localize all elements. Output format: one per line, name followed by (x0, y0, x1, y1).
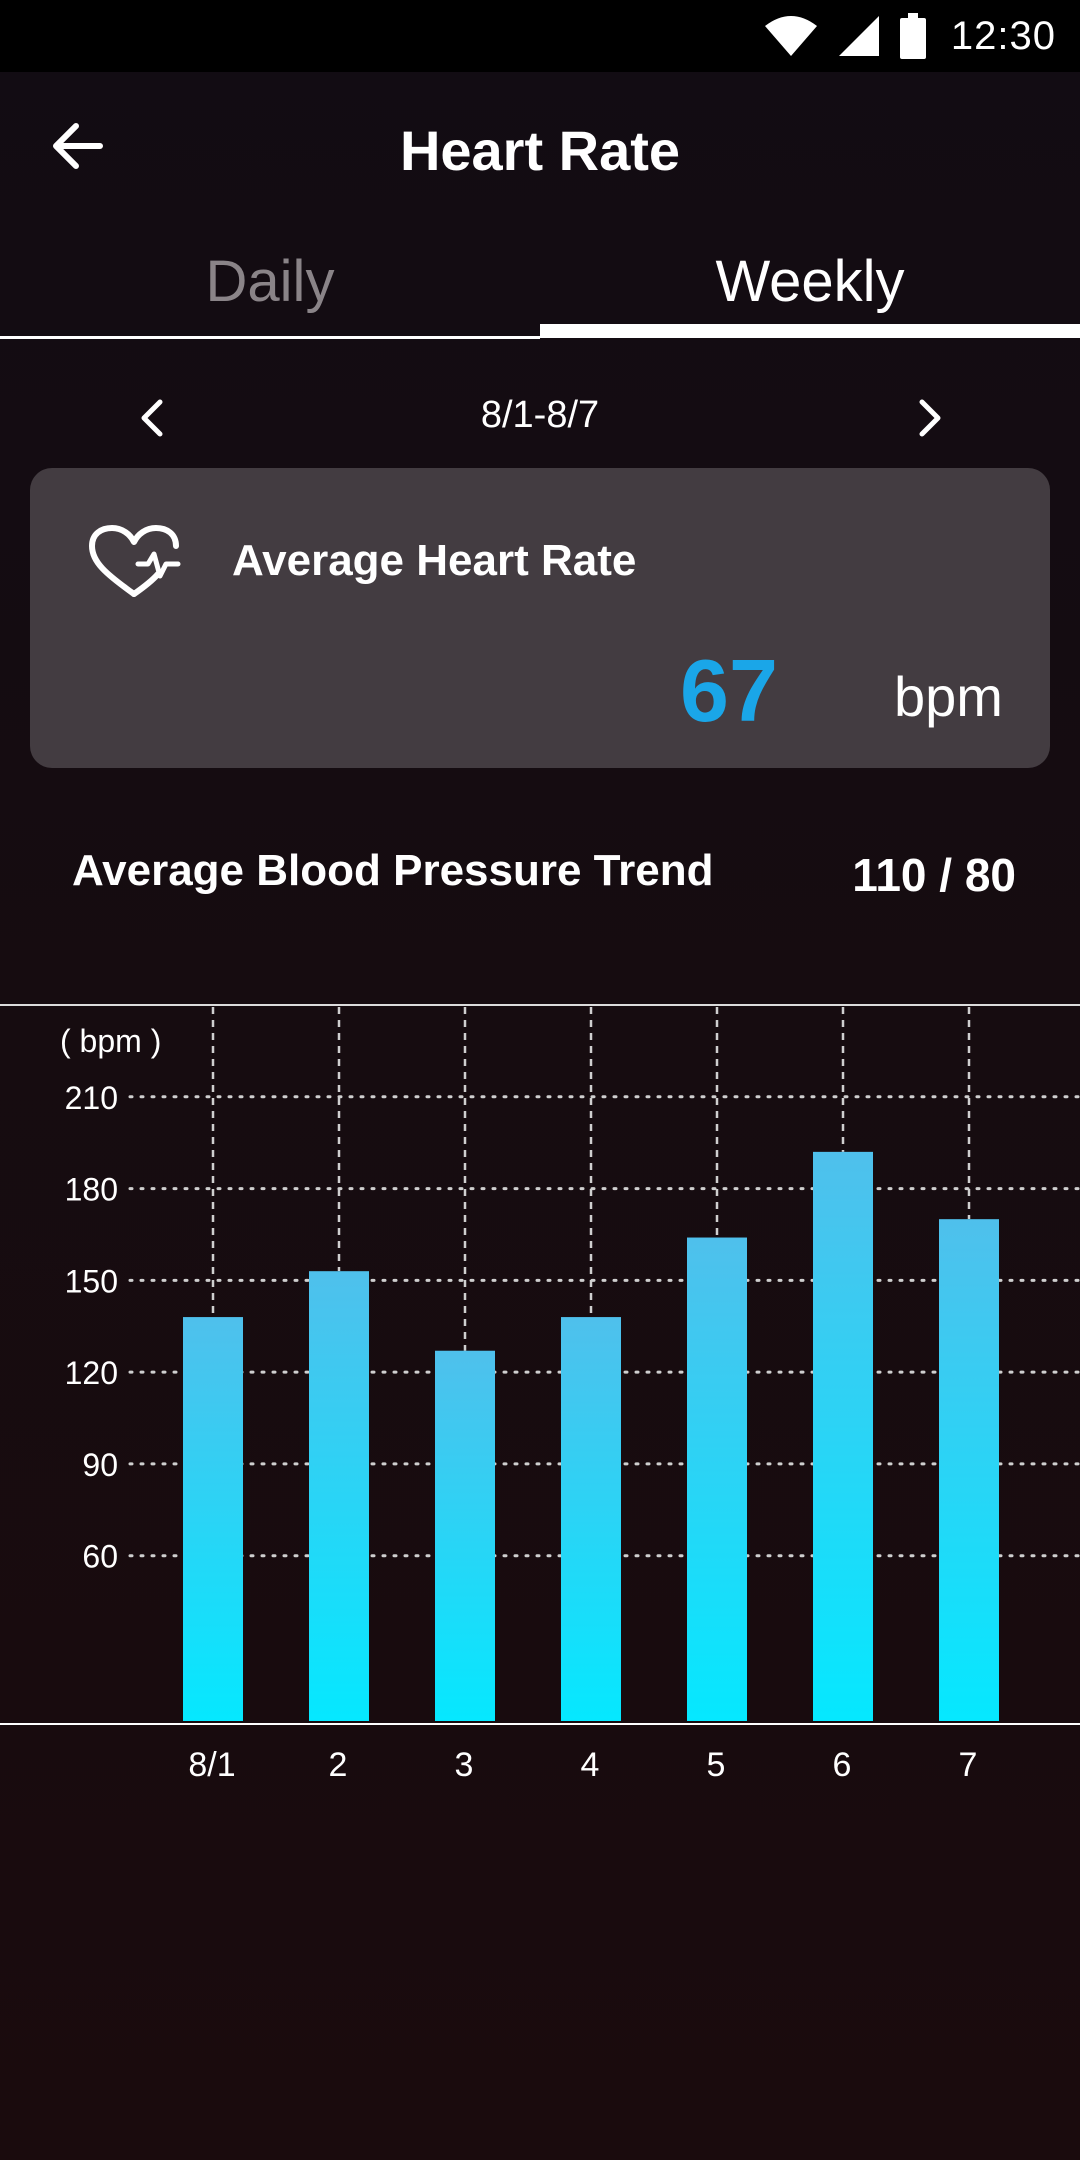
bar (939, 1219, 999, 1721)
bar (561, 1317, 621, 1721)
average-heart-rate-value: 67 (680, 641, 778, 740)
arrow-left-icon (53, 123, 103, 169)
date-range: 8/1-8/7 (480, 394, 600, 436)
y-tick-label: 180 (65, 1172, 118, 1208)
tab-divider (0, 336, 540, 339)
status-bar: 12:30 (0, 0, 1080, 72)
bar (813, 1151, 873, 1721)
page-title: Heart Rate (399, 119, 681, 182)
cellular-signal-icon (838, 16, 879, 56)
y-tick-label: 60 (82, 1539, 118, 1575)
bar (309, 1271, 369, 1721)
heart-pulse-icon (89, 525, 181, 597)
blood-pressure-label: Average Blood Pressure Trend (72, 846, 714, 895)
back-button[interactable] (40, 108, 116, 184)
tab-selected-indicator (540, 324, 1080, 338)
previous-week-button[interactable] (122, 388, 182, 448)
tab-bar: Daily Weekly (0, 236, 1080, 340)
bar (435, 1350, 495, 1721)
status-icons: 12:30 (763, 0, 1056, 72)
chevron-right-icon (919, 399, 941, 437)
battery-icon (899, 13, 926, 59)
y-tick-label: 90 (82, 1447, 118, 1483)
wifi-icon (764, 16, 817, 56)
y-tick-label: 150 (65, 1263, 118, 1299)
card-title: Average Heart Rate (232, 536, 637, 585)
tab-daily[interactable]: Daily (205, 249, 335, 314)
bar (687, 1237, 747, 1721)
status-time: 12:30 (950, 13, 1056, 58)
x-tick-label: 5 (707, 1746, 726, 1784)
average-heart-rate-unit: bpm (894, 665, 1003, 728)
x-tick-label: 8/1 (188, 1746, 235, 1784)
average-heart-rate-card: Average Heart Rate 67 bpm (30, 468, 1050, 768)
chevron-left-icon (141, 399, 163, 437)
next-week-button[interactable] (900, 388, 960, 448)
x-tick-label: 2 (329, 1746, 348, 1784)
bar (183, 1317, 243, 1721)
blood-pressure-value: 110 / 80 (852, 849, 1016, 901)
y-tick-label: 210 (65, 1080, 118, 1116)
tab-weekly[interactable]: Weekly (715, 249, 905, 314)
x-tick-label: 7 (959, 1746, 978, 1784)
x-tick-label: 4 (581, 1746, 600, 1784)
x-tick-label: 6 (833, 1746, 852, 1784)
x-tick-label: 3 (455, 1746, 474, 1784)
y-tick-label: 120 (65, 1355, 118, 1391)
y-axis-label: ( bpm ) (60, 1023, 161, 1059)
